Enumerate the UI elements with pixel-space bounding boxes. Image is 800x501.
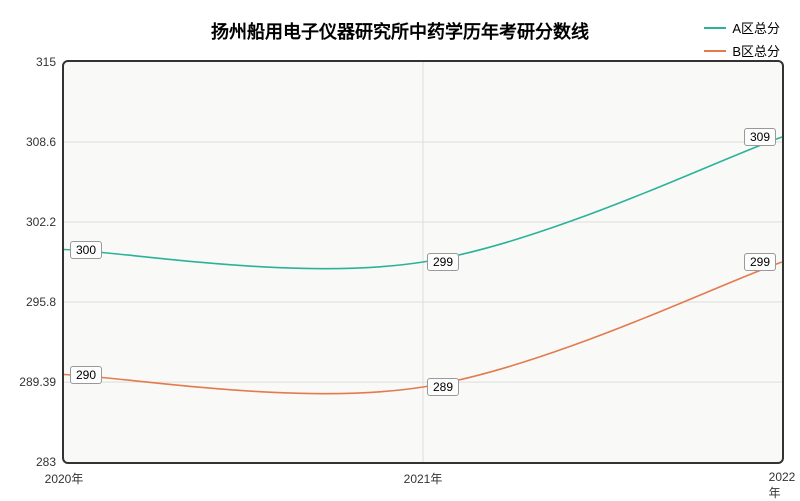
y-tick-label: 315 [36,55,64,69]
chart-container: 扬州船用电子仪器研究所中药学历年考研分数线 A区总分 B区总分 283289.3… [0,0,800,500]
data-label: 289 [427,378,459,396]
data-label: 290 [70,366,102,384]
plot-area: 283289.39295.8302.2308.63152020年2021年202… [62,60,784,464]
y-tick-label: 302.2 [26,215,64,229]
x-tick-label: 2021年 [404,462,443,487]
data-label: 300 [70,241,102,259]
data-label: 309 [744,128,776,146]
plot-svg [64,62,782,462]
legend-label-b: B区总分 [732,41,780,60]
data-label: 299 [744,253,776,271]
y-tick-label: 289.39 [19,375,64,389]
x-tick-label: 2020年 [45,462,84,487]
legend-item-b: B区总分 [704,41,780,60]
x-tick-label: 2022年 [769,462,796,501]
legend-swatch-b [704,50,726,52]
data-label: 299 [427,253,459,271]
y-tick-label: 308.6 [26,135,64,149]
legend: A区总分 B区总分 [704,18,780,64]
legend-label-a: A区总分 [732,18,780,37]
chart-title: 扬州船用电子仪器研究所中药学历年考研分数线 [211,18,589,44]
legend-swatch-a [704,27,726,29]
y-tick-label: 295.8 [26,295,64,309]
legend-item-a: A区总分 [704,18,780,37]
